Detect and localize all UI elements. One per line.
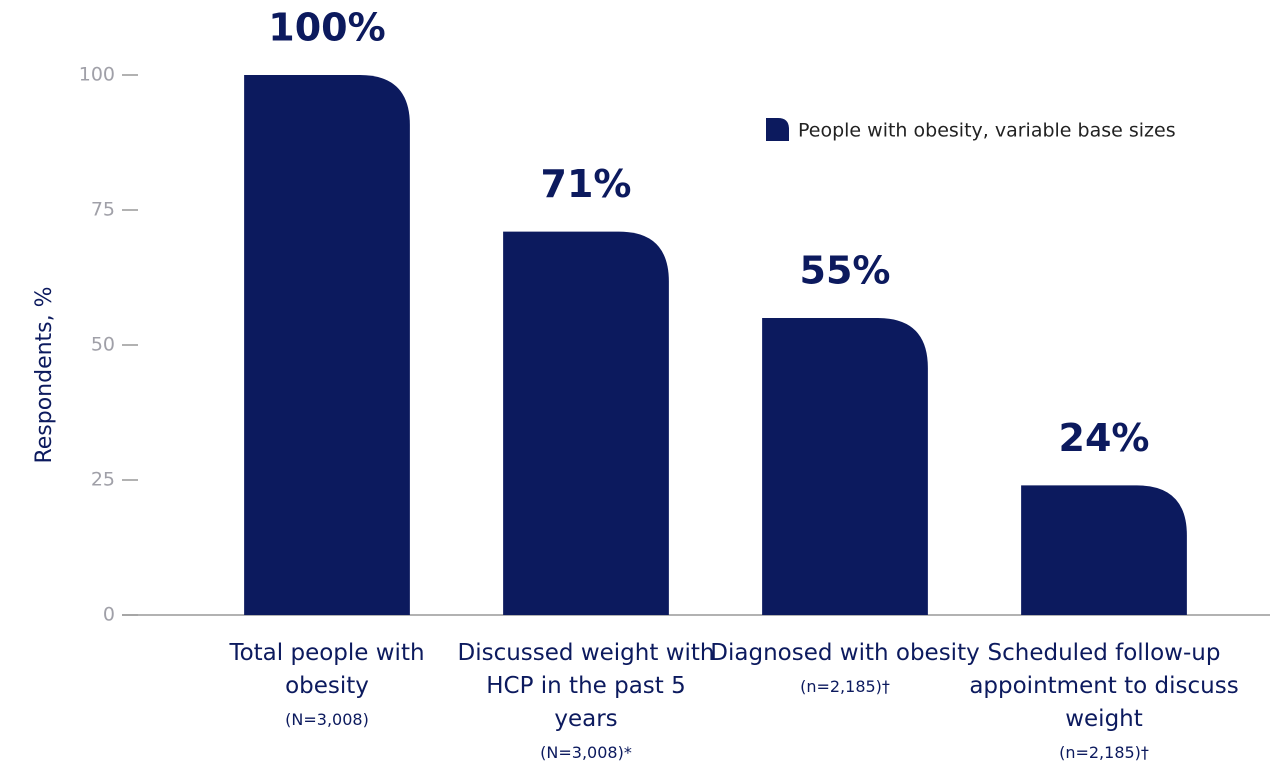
x-tick-label: Total people with obesity [229,640,425,699]
x-tick-label-group: Discussed weight with HCP in the past 5 … [451,637,721,764]
bar [503,231,669,615]
base-size: (N=3,008)* [540,743,632,762]
x-tick-label: Diagnosed with obesity [710,640,980,666]
y-tick-label: 100 [79,64,115,86]
bar [244,75,410,615]
base-size: (n=2,185)† [1059,743,1149,762]
y-tick-label: 75 [91,199,115,221]
x-tick-label-group: Total people with obesity (N=3,008) [192,637,462,731]
x-tick-label: Discussed weight with HCP in the past 5 … [457,640,715,732]
bar [1021,485,1187,615]
bar [762,318,928,615]
x-tick-label-group: Diagnosed with obesity (n=2,185)† [710,637,980,698]
y-tick-label: 0 [103,604,115,626]
x-tick-label: Scheduled follow-up appointment to discu… [969,640,1239,732]
legend-label: People with obesity, variable base sizes [798,120,1176,142]
value-label: 71% [541,162,632,206]
value-label: 55% [800,249,891,293]
value-label: 24% [1059,416,1150,460]
legend-swatch [766,118,789,141]
base-size: (n=2,185)† [800,677,890,696]
x-tick-label-group: Scheduled follow-up appointment to discu… [969,637,1239,764]
base-size: (N=3,008) [285,710,369,729]
y-tick-label: 25 [91,469,115,491]
y-axis-label: Respondents, % [32,286,57,463]
value-label: 100% [268,6,385,50]
y-tick-label: 50 [91,334,115,356]
